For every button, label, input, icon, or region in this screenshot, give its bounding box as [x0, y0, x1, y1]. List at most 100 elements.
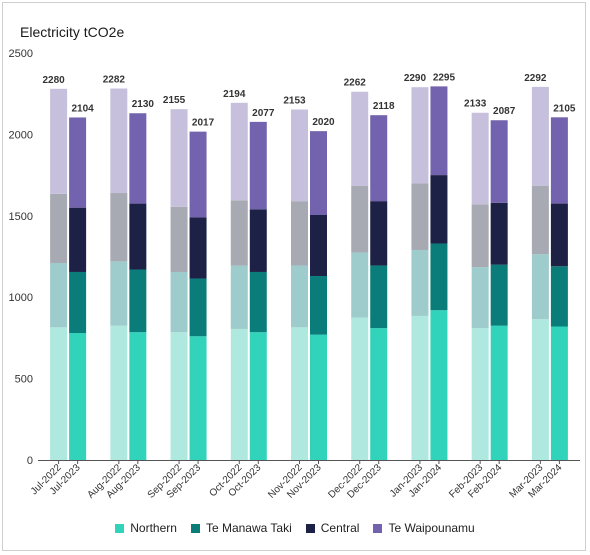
bar-segment: [249, 209, 267, 272]
total-label: 2295: [433, 72, 456, 83]
bar-segment: [230, 102, 248, 201]
bar-segment: [351, 317, 369, 460]
total-label: 2118: [373, 101, 395, 112]
bar-segment: [189, 336, 207, 460]
bar-segment: [310, 214, 327, 277]
bar-segment: [430, 175, 448, 244]
bar-segment: [110, 261, 128, 326]
bar-segment: [490, 120, 508, 203]
bar-segment: [110, 325, 128, 460]
bar-segment: [50, 263, 68, 328]
bar-segment: [550, 203, 568, 267]
y-tick-label: 2000: [9, 129, 33, 141]
bar-segment: [189, 217, 207, 279]
legend-item: Central: [305, 521, 360, 535]
bar-segment: [170, 332, 188, 460]
bar-segment: [69, 271, 87, 334]
legend-swatch: [190, 523, 200, 533]
legend-label: Northern: [130, 521, 177, 535]
bar-segment: [189, 131, 207, 218]
bar-segment: [249, 271, 267, 333]
bar-segment: [411, 183, 429, 250]
legend-label: Te Manawa Taki: [205, 521, 292, 535]
chart-legend: Northern Te Manawa Taki Central Te Waipouna…: [0, 521, 590, 536]
bar-segment: [370, 328, 388, 460]
bar-segment: [69, 117, 87, 208]
bar-segment: [490, 325, 508, 460]
bar-segment: [430, 243, 448, 311]
legend-swatch: [373, 523, 383, 533]
bar-segment: [310, 334, 327, 460]
bar-segment: [430, 310, 448, 460]
bar-segment: [490, 264, 508, 326]
bar-segment: [490, 202, 508, 265]
y-tick-label: 1000: [9, 292, 33, 304]
legend-swatch: [115, 523, 125, 533]
bar-segment: [170, 271, 188, 333]
bar-segment: [291, 265, 308, 328]
total-label: 2130: [132, 99, 155, 110]
total-label: 2104: [71, 103, 94, 114]
bar-segment: [310, 276, 327, 335]
y-tick-label: 1500: [9, 211, 33, 223]
bar-segment: [189, 278, 207, 337]
bar-segment: [230, 265, 248, 329]
y-tick-label: 500: [15, 374, 33, 386]
bar-segment: [170, 206, 188, 272]
bar-segment: [69, 333, 87, 460]
bar-segment: [50, 327, 68, 460]
bar-segment: [370, 265, 388, 329]
total-label: 2153: [283, 95, 306, 106]
bar-segment: [471, 204, 489, 268]
chart-title: Electricity tCO2e: [20, 24, 125, 40]
bar-segment: [110, 88, 128, 194]
bar-segment: [110, 193, 128, 262]
bar-segment: [249, 121, 267, 210]
y-tick-label: 2500: [9, 48, 33, 60]
bar-segment: [230, 328, 248, 460]
total-label: 2290: [404, 73, 427, 84]
bar-segment: [351, 91, 369, 186]
bar-segment: [411, 315, 429, 460]
bar-segment: [291, 327, 308, 460]
bar-segment: [249, 332, 267, 460]
bar-segment: [50, 88, 68, 194]
total-label: 2133: [464, 99, 487, 110]
legend-label: Te Waipounamu: [388, 521, 475, 535]
bar-segment: [291, 109, 308, 202]
bar-segment: [531, 319, 549, 460]
bar-segment: [430, 86, 448, 176]
bar-segment: [471, 267, 489, 329]
total-label: 2194: [223, 89, 246, 100]
bar-segment: [351, 252, 369, 318]
bar-segment: [69, 207, 87, 272]
legend-label: Central: [320, 521, 360, 535]
bar-segment: [351, 185, 369, 253]
bar-segment: [291, 201, 308, 266]
legend-item: Te Waipounamu: [373, 521, 475, 535]
bar-segment: [550, 117, 568, 204]
bar-segment: [471, 112, 489, 205]
bar-segment: [411, 87, 429, 184]
bar-segment: [50, 193, 68, 264]
bar-segment: [531, 86, 549, 186]
total-label: 2087: [493, 106, 516, 117]
bar-segment: [230, 200, 248, 266]
total-label: 2077: [252, 108, 275, 119]
bar-segment: [129, 269, 147, 333]
total-label: 2262: [344, 78, 367, 89]
total-label: 2292: [524, 73, 547, 84]
bar-segment: [411, 249, 429, 316]
legend-item: Te Manawa Taki: [190, 521, 292, 535]
bar-segment: [129, 113, 147, 204]
bar-segment: [129, 203, 147, 270]
bar-segment: [471, 328, 489, 460]
bar-segment: [370, 201, 388, 266]
bar-segment: [550, 326, 568, 460]
bar-segment: [531, 254, 549, 320]
legend-swatch: [305, 523, 315, 533]
total-label: 2020: [312, 117, 335, 128]
bar-segment: [531, 185, 549, 255]
total-label: 2105: [553, 103, 576, 114]
